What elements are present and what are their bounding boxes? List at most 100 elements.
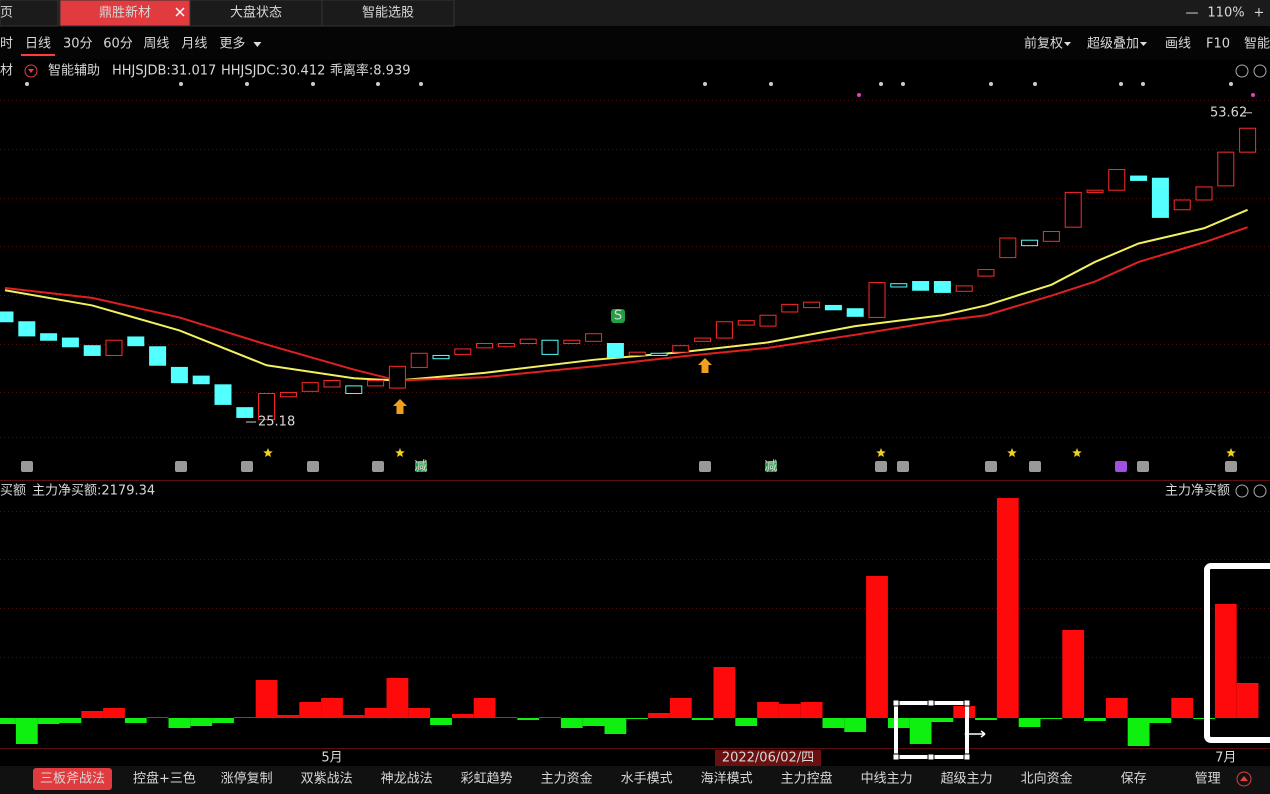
strategy-tab[interactable]: 超级主力 [941,772,993,787]
strategy-tab[interactable]: 彩虹趋势 [461,771,513,787]
candle-body [1064,191,1082,228]
flow-bar [975,718,997,721]
reduce-signal [765,461,777,472]
buy-signal [393,399,407,414]
strategy-tab[interactable]: 海洋模式 [701,772,753,787]
candle-body [977,269,995,277]
strategy-tab[interactable]: 控盘+三色 [133,771,196,787]
candle-body [170,366,188,384]
tool-button[interactable]: 画线 [1165,37,1191,52]
strategy-tab[interactable]: 水手模式 [621,772,673,787]
tab[interactable] [0,0,59,27]
tab-close-icon [175,7,185,17]
tool-button[interactable]: F10 [1206,37,1230,52]
flow-bar [582,718,605,726]
strategy-tab[interactable]: 双紫战法 [301,772,353,787]
candle-body [279,391,297,398]
zoom-out[interactable]: — [1186,6,1199,21]
tool-button[interactable]: 前复权 [1024,36,1063,52]
flow-name: 买额 [0,484,26,499]
signal-icon [1137,461,1149,472]
candle-body [497,343,515,348]
flow-bar [190,718,213,726]
period-button[interactable]: 30分 [63,37,93,52]
flow-bar [495,717,518,719]
signal-icon [241,461,253,472]
flow-bar [648,713,670,719]
tool-button[interactable]: 超级叠加 [1087,37,1139,52]
flow-bar [277,714,300,719]
strategy-tab[interactable]: 主力控盘 [781,771,833,787]
indicator-assist: 智能辅助 [48,64,100,79]
strategy-tab[interactable]: 中线主力 [861,772,913,787]
strategy-tab[interactable]: 神龙战法 [381,772,433,787]
flow-bar [0,718,16,725]
candle-body [650,352,668,356]
candle-body [715,321,733,339]
reduce-signal-label: 减 [414,460,427,475]
period-button[interactable]: 60分 [103,37,133,52]
flow-bar [59,718,82,723]
signal-icon [1029,461,1041,472]
period-button[interactable]: 月线 [181,37,207,52]
flow-bar [1127,718,1150,747]
strategy-tab[interactable]: 主力资金 [541,771,593,787]
tab[interactable] [189,0,323,27]
signal-dot [1251,93,1255,97]
flow-bar [81,711,104,719]
flow-bar [713,666,736,719]
strategy-tab[interactable]: 保存 [1121,772,1147,787]
flow-bar [691,718,714,721]
candle-body [0,311,14,323]
sell-signal-label: S [614,309,622,324]
period-button[interactable]: 日线 [25,37,51,52]
strategy-tab-bg [33,768,112,790]
price-low-label: 25.18 [258,414,295,429]
signal-dot [769,82,773,86]
candle-body [301,382,319,392]
flow-bar [1214,604,1237,719]
candle-body [628,351,646,356]
indicator-menu[interactable] [24,64,38,78]
tab[interactable] [321,0,455,27]
period-button[interactable]: 周线 [143,37,169,52]
flow-bar [778,703,801,719]
star-signal [263,448,273,458]
settings-icon[interactable] [1253,64,1267,78]
price-high-label: 53.62 [1210,105,1247,120]
star-signal [1007,448,1017,458]
selection-handle [927,699,935,707]
zoom-in[interactable]: + [1254,6,1265,21]
collapse-button[interactable] [1236,771,1252,787]
dropdown-arrow [1140,42,1147,46]
indicator-value: 乖离率:8.939 [330,63,411,79]
strategy-tab[interactable]: 北向资金 [1021,771,1073,787]
strategy-tab[interactable]: 涨停复制 [221,771,273,787]
candle-body [367,379,385,387]
reduce-signal-label: 减 [764,460,777,475]
candle-body [1195,186,1213,201]
tool-button[interactable]: 智能 [1244,37,1270,52]
strategy-tab[interactable]: 三板斧战法 [40,772,105,787]
indicator-value: HHJSJDC:30.412 [221,64,325,79]
candle-body [759,314,777,327]
selection-handle [927,753,935,761]
period-button[interactable]: 时 [0,37,13,52]
flow-bar [451,714,474,719]
flow-bar [844,718,867,733]
candle-body [890,283,908,288]
settings-icon[interactable] [1235,64,1249,78]
candle-body [83,345,101,356]
settings-icon[interactable] [1235,484,1249,498]
settings-icon[interactable] [1253,484,1267,498]
selection-handle [963,699,971,707]
sell-signal [611,309,625,323]
flow-bar [1105,698,1128,719]
candle-body [563,339,581,345]
strategy-tab[interactable]: 管理 [1195,772,1221,787]
period-button[interactable]: 更多 [219,36,245,52]
flow-bar [255,680,278,719]
flow-bar [887,718,910,729]
flow-right-title: 主力净买额 [1165,484,1230,499]
flow-bar [604,718,627,734]
